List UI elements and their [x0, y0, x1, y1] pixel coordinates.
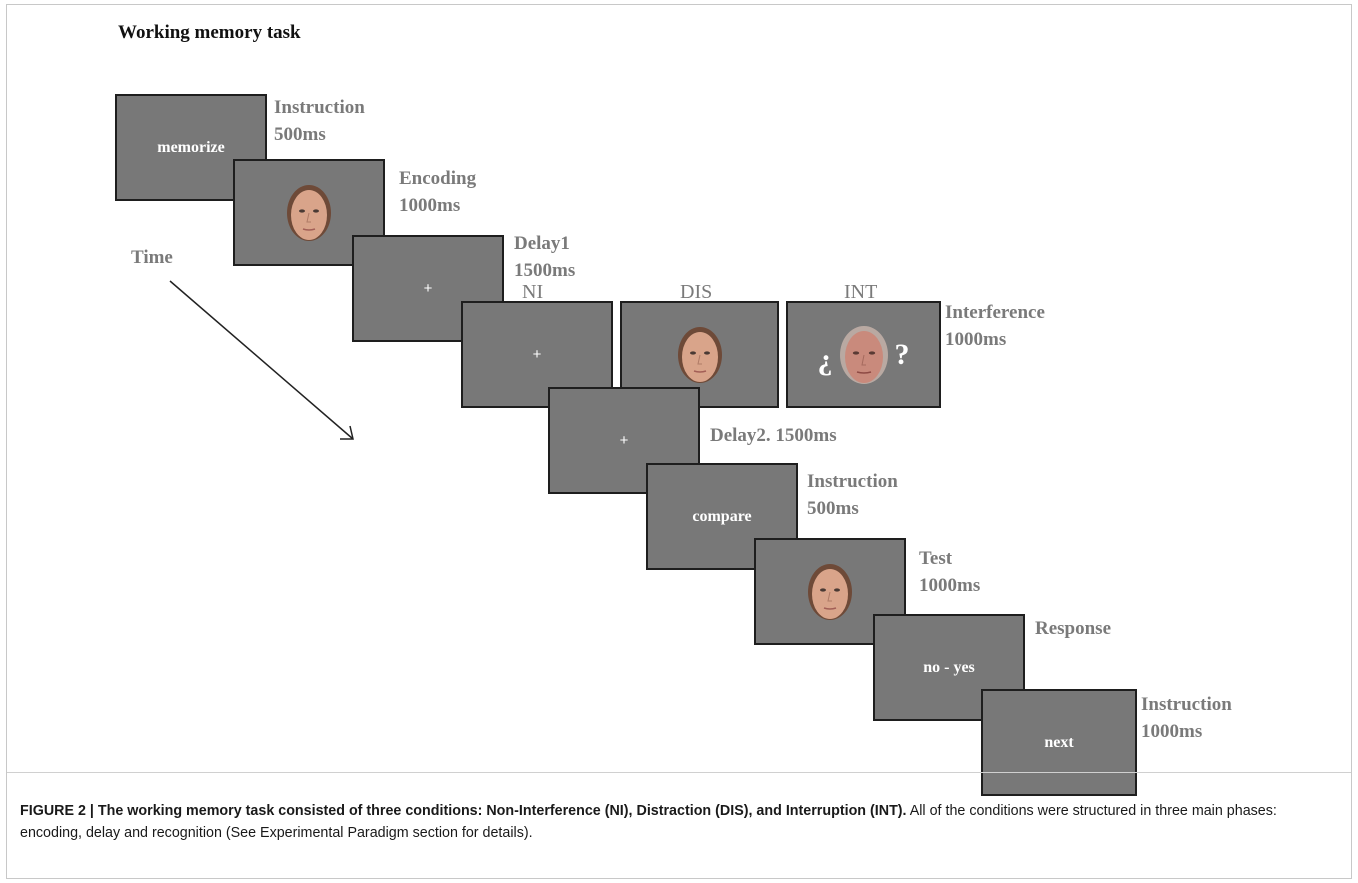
label-test: Test 1000ms	[919, 545, 980, 599]
time-arrow-icon	[169, 280, 354, 440]
screen-test	[754, 538, 906, 645]
figure-caption: FIGURE 2 | The working memory task consi…	[20, 800, 1338, 844]
condition-dis-label: DIS	[680, 281, 713, 303]
caption-figure-label: FIGURE 2 |	[20, 803, 98, 819]
caption-divider	[7, 772, 1351, 773]
label-instruction-3: Instruction 1000ms	[1141, 691, 1232, 745]
label-interference: Interference 1000ms	[945, 299, 1045, 353]
screen-text-response: no - yes	[923, 658, 975, 676]
label-instruction-2-duration: 500ms	[807, 498, 859, 519]
label-instruction-3-name: Instruction	[1141, 694, 1232, 715]
label-delay1-duration: 1500ms	[514, 260, 576, 281]
figure-title: Working memory task	[118, 22, 301, 43]
screen-text-next: next	[1044, 733, 1074, 751]
label-instruction-2: Instruction 500ms	[807, 468, 898, 522]
label-instruction-1-duration: 500ms	[274, 124, 326, 145]
question-mark: ?	[894, 337, 910, 371]
label-encoding: Encoding 1000ms	[399, 165, 476, 219]
screen-text-memorize: memorize	[157, 138, 225, 156]
screen-int: ¿ ?	[786, 301, 941, 408]
label-encoding-duration: 1000ms	[399, 195, 461, 216]
label-delay2: Delay2. 1500ms	[710, 425, 837, 446]
fixation-cross-ni: +	[532, 346, 542, 363]
label-interference-duration: 1000ms	[945, 329, 1007, 350]
label-interference-name: Interference	[945, 302, 1045, 323]
caption-bold-text: The working memory task consisted of thr…	[97, 803, 907, 819]
label-test-duration: 1000ms	[919, 575, 981, 596]
label-instruction-1: Instruction 500ms	[274, 94, 365, 148]
label-instruction-3-duration: 1000ms	[1141, 721, 1203, 742]
fixation-cross-delay1: +	[423, 280, 433, 297]
screen-instruction-next: next	[981, 689, 1137, 796]
int-content: ¿ ?	[818, 325, 910, 385]
label-instruction-1-name: Instruction	[274, 97, 365, 118]
screen-instruction-memorize: memorize	[115, 94, 267, 201]
caption-body-text: All of the conditions were structured in…	[20, 803, 1277, 841]
label-delay1: Delay1 1500ms	[514, 230, 575, 284]
inverted-question-mark: ¿	[817, 342, 833, 376]
fixation-cross-delay2: +	[619, 432, 629, 449]
condition-ni-label: NI	[522, 281, 544, 303]
label-delay1-name: Delay1	[514, 233, 570, 254]
label-encoding-name: Encoding	[399, 168, 477, 189]
young-face-icon	[808, 563, 852, 620]
young-face-icon	[287, 184, 331, 241]
time-label: Time	[131, 247, 173, 268]
label-response: Response	[1035, 618, 1112, 639]
label-test-name: Test	[919, 548, 953, 569]
young-face-icon	[677, 326, 722, 383]
label-instruction-2-name: Instruction	[807, 471, 898, 492]
old-face-icon	[839, 325, 888, 384]
condition-int-label: INT	[844, 281, 878, 303]
screen-text-compare: compare	[692, 507, 752, 525]
